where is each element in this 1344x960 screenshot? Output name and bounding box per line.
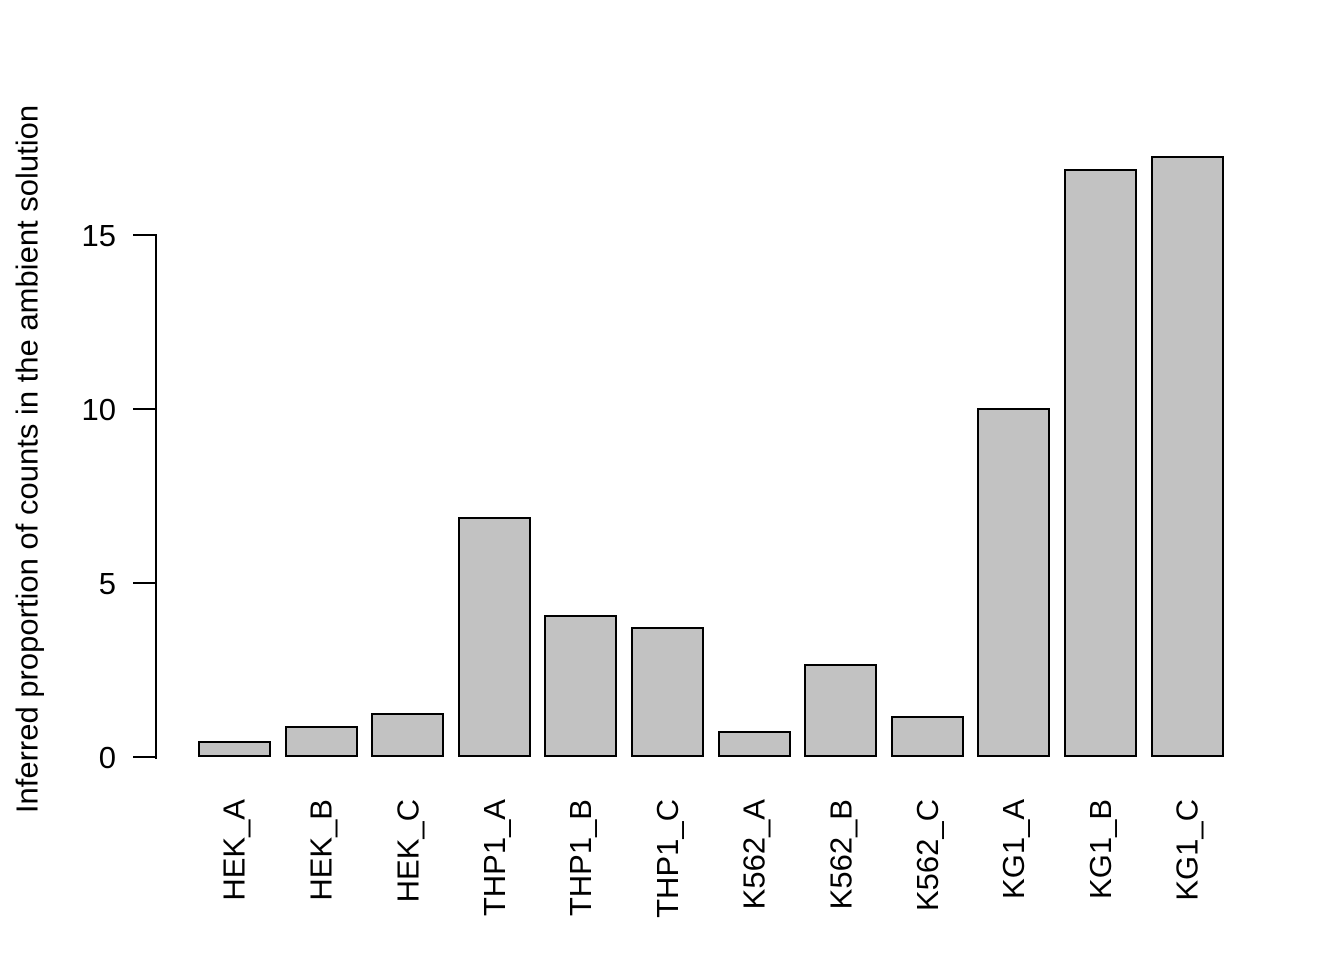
y-tick-mark <box>133 582 155 584</box>
x-tick-label-KG1_C: KG1_C <box>1169 799 1205 901</box>
y-tick-label: 0 <box>98 739 116 775</box>
x-tick-label-KG1_A: KG1_A <box>996 799 1032 899</box>
y-tick-mark <box>133 408 155 410</box>
x-tick-label-HEK_B: HEK_B <box>303 799 339 901</box>
y-tick-mark <box>133 756 155 758</box>
bar-THP1_C <box>631 627 704 757</box>
x-tick-label-K562_B: K562_B <box>823 799 859 910</box>
bar-HEK_A <box>198 741 271 757</box>
bar-K562_C <box>891 716 964 757</box>
bar-THP1_A <box>458 517 531 757</box>
bar-KG1_B <box>1064 169 1137 757</box>
x-tick-label-K562_A: K562_A <box>736 799 772 910</box>
x-tick-label-KG1_B: KG1_B <box>1083 799 1118 899</box>
y-axis-line <box>155 234 157 759</box>
y-axis-title: Inferred proportion of counts in the amb… <box>9 104 45 814</box>
bar-KG1_C <box>1151 156 1224 757</box>
bar-K562_A <box>718 731 791 757</box>
x-tick-label-THP1_A: THP1_A <box>476 799 512 917</box>
bar-K562_B <box>804 664 877 757</box>
bar-THP1_B <box>544 615 617 757</box>
x-tick-label-THP1_B: THP1_B <box>563 799 599 917</box>
y-tick-label: 10 <box>81 391 116 427</box>
bar-KG1_A <box>977 408 1050 757</box>
x-tick-label-THP1_C: THP1_C <box>650 799 685 918</box>
bar-HEK_C <box>371 713 444 757</box>
y-tick-mark <box>133 234 155 236</box>
y-tick-label: 15 <box>81 217 116 253</box>
bar-HEK_B <box>285 726 358 757</box>
x-tick-label-K562_C: K562_C <box>909 799 945 912</box>
x-tick-label-HEK_A: HEK_A <box>217 799 252 901</box>
y-tick-label: 5 <box>98 565 116 601</box>
x-tick-label-HEK_C: HEK_C <box>390 799 426 903</box>
